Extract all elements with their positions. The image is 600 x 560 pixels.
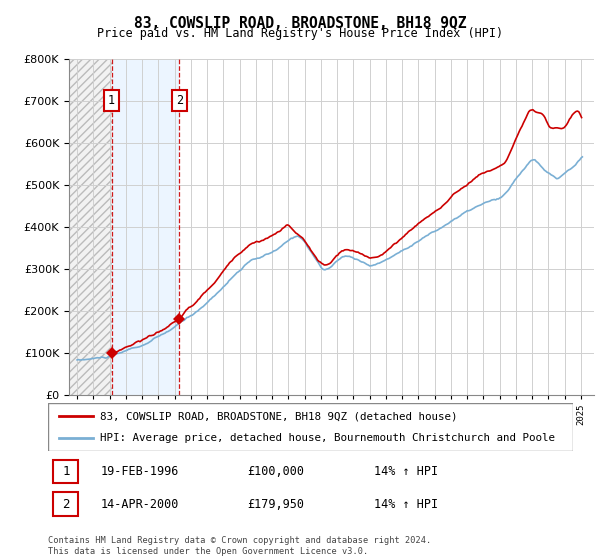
Bar [112,59,179,395]
Text: £100,000: £100,000 [248,465,305,478]
Text: HPI: Average price, detached house, Bournemouth Christchurch and Poole: HPI: Average price, detached house, Bour… [101,433,556,443]
Text: 83, COWSLIP ROAD, BROADSTONE, BH18 9QZ (detached house): 83, COWSLIP ROAD, BROADSTONE, BH18 9QZ (… [101,411,458,421]
FancyBboxPatch shape [48,403,573,451]
Text: 1: 1 [62,465,70,478]
Text: 14% ↑ HPI: 14% ↑ HPI [373,465,437,478]
Text: 14% ↑ HPI: 14% ↑ HPI [373,497,437,511]
Text: 83, COWSLIP ROAD, BROADSTONE, BH18 9QZ: 83, COWSLIP ROAD, BROADSTONE, BH18 9QZ [134,16,466,31]
Text: 19-FEB-1996: 19-FEB-1996 [101,465,179,478]
Text: 2: 2 [176,94,183,108]
Text: 2: 2 [62,497,70,511]
Text: Contains HM Land Registry data © Crown copyright and database right 2024.
This d: Contains HM Land Registry data © Crown c… [48,536,431,556]
Text: Price paid vs. HM Land Registry's House Price Index (HPI): Price paid vs. HM Land Registry's House … [97,27,503,40]
Text: 14-APR-2000: 14-APR-2000 [101,497,179,511]
Text: 1: 1 [108,94,115,108]
Bar [69,59,112,395]
FancyBboxPatch shape [53,460,79,483]
Text: £179,950: £179,950 [248,497,305,511]
FancyBboxPatch shape [53,492,79,516]
